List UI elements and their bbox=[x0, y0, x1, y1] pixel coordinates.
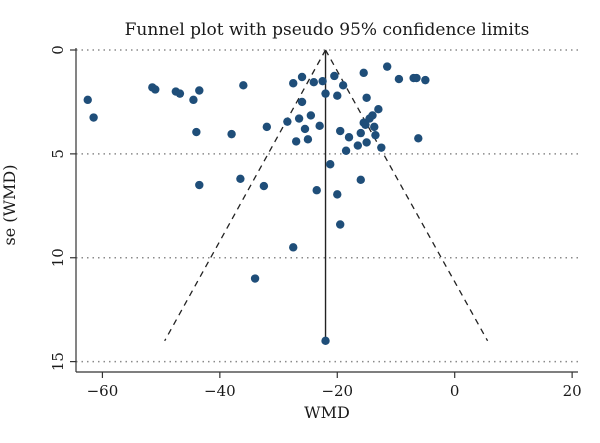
study-point-34 bbox=[333, 91, 342, 100]
confidence-limit-line-1 bbox=[324, 49, 489, 342]
study-point-15 bbox=[262, 122, 272, 132]
study-point-11 bbox=[236, 174, 245, 183]
confidence-limit-lines bbox=[164, 49, 489, 342]
study-point-0 bbox=[83, 95, 92, 105]
study-point-39 bbox=[341, 146, 351, 155]
study-point-6 bbox=[189, 95, 198, 105]
study-point-54 bbox=[377, 143, 386, 152]
confidence-limit-line-0 bbox=[164, 49, 327, 342]
study-point-19 bbox=[291, 137, 301, 146]
study-point-60 bbox=[421, 75, 430, 85]
study-point-1 bbox=[89, 113, 98, 122]
study-point-44 bbox=[359, 68, 368, 78]
study-point-42 bbox=[356, 175, 365, 185]
study-point-50 bbox=[368, 111, 377, 120]
study-point-55 bbox=[382, 62, 392, 71]
study-point-12 bbox=[239, 81, 248, 90]
study-point-40 bbox=[344, 133, 354, 142]
study-point-25 bbox=[306, 111, 316, 120]
y-tick-label-3: 15 bbox=[49, 352, 67, 371]
study-point-32 bbox=[326, 160, 335, 169]
study-point-58 bbox=[412, 73, 421, 83]
study-point-36 bbox=[336, 126, 345, 136]
x-tick-label-3: 0 bbox=[450, 382, 460, 400]
study-point-29 bbox=[318, 76, 327, 86]
x-tick-label-2: −20 bbox=[321, 382, 353, 400]
study-point-46 bbox=[361, 120, 370, 129]
x-axis-ticks: −60 −40 −20 0 20 bbox=[87, 372, 582, 400]
study-point-37 bbox=[336, 220, 345, 229]
study-point-17 bbox=[289, 79, 298, 88]
study-point-51 bbox=[370, 122, 379, 132]
study-point-8 bbox=[192, 127, 201, 137]
study-point-47 bbox=[362, 93, 371, 102]
study-point-3 bbox=[151, 85, 160, 94]
study-point-13 bbox=[250, 274, 260, 283]
study-point-41 bbox=[353, 141, 363, 150]
y-tick-label-2: 10 bbox=[49, 248, 67, 267]
study-point-26 bbox=[309, 78, 318, 87]
study-point-18 bbox=[289, 243, 298, 252]
y-tick-label-0: 0 bbox=[49, 45, 67, 55]
study-point-38 bbox=[338, 81, 348, 90]
study-point-23 bbox=[300, 124, 310, 134]
study-point-33 bbox=[330, 71, 339, 81]
study-point-10 bbox=[227, 129, 236, 139]
study-point-28 bbox=[315, 121, 324, 131]
study-points bbox=[83, 62, 430, 346]
chart-title: Funnel plot with pseudo 95% confidence l… bbox=[125, 20, 530, 40]
study-point-30 bbox=[321, 89, 330, 98]
study-point-56 bbox=[394, 74, 404, 84]
study-point-53 bbox=[374, 105, 383, 114]
study-point-43 bbox=[356, 128, 365, 138]
study-point-21 bbox=[297, 72, 307, 82]
study-point-9 bbox=[195, 180, 204, 190]
study-point-20 bbox=[294, 114, 304, 123]
study-point-52 bbox=[371, 130, 380, 140]
study-point-27 bbox=[312, 186, 321, 195]
study-point-7 bbox=[195, 86, 204, 95]
x-tick-label-0: −60 bbox=[87, 382, 119, 400]
y-axis-label: se (WMD) bbox=[0, 165, 19, 246]
study-point-48 bbox=[362, 138, 371, 147]
x-tick-label-1: −40 bbox=[204, 382, 236, 400]
study-point-35 bbox=[333, 190, 342, 199]
gridlines bbox=[76, 49, 578, 363]
study-point-22 bbox=[297, 97, 307, 107]
study-point-5 bbox=[175, 89, 185, 98]
x-tick-label-4: 20 bbox=[563, 382, 582, 400]
study-point-31 bbox=[321, 336, 330, 346]
study-point-59 bbox=[414, 134, 423, 143]
study-point-16 bbox=[283, 117, 292, 126]
y-axis-ticks: 0 5 10 15 bbox=[49, 45, 76, 371]
x-axis-label: WMD bbox=[304, 403, 350, 422]
y-tick-label-1: 5 bbox=[49, 149, 67, 159]
study-point-24 bbox=[303, 135, 313, 144]
study-point-14 bbox=[259, 181, 269, 191]
